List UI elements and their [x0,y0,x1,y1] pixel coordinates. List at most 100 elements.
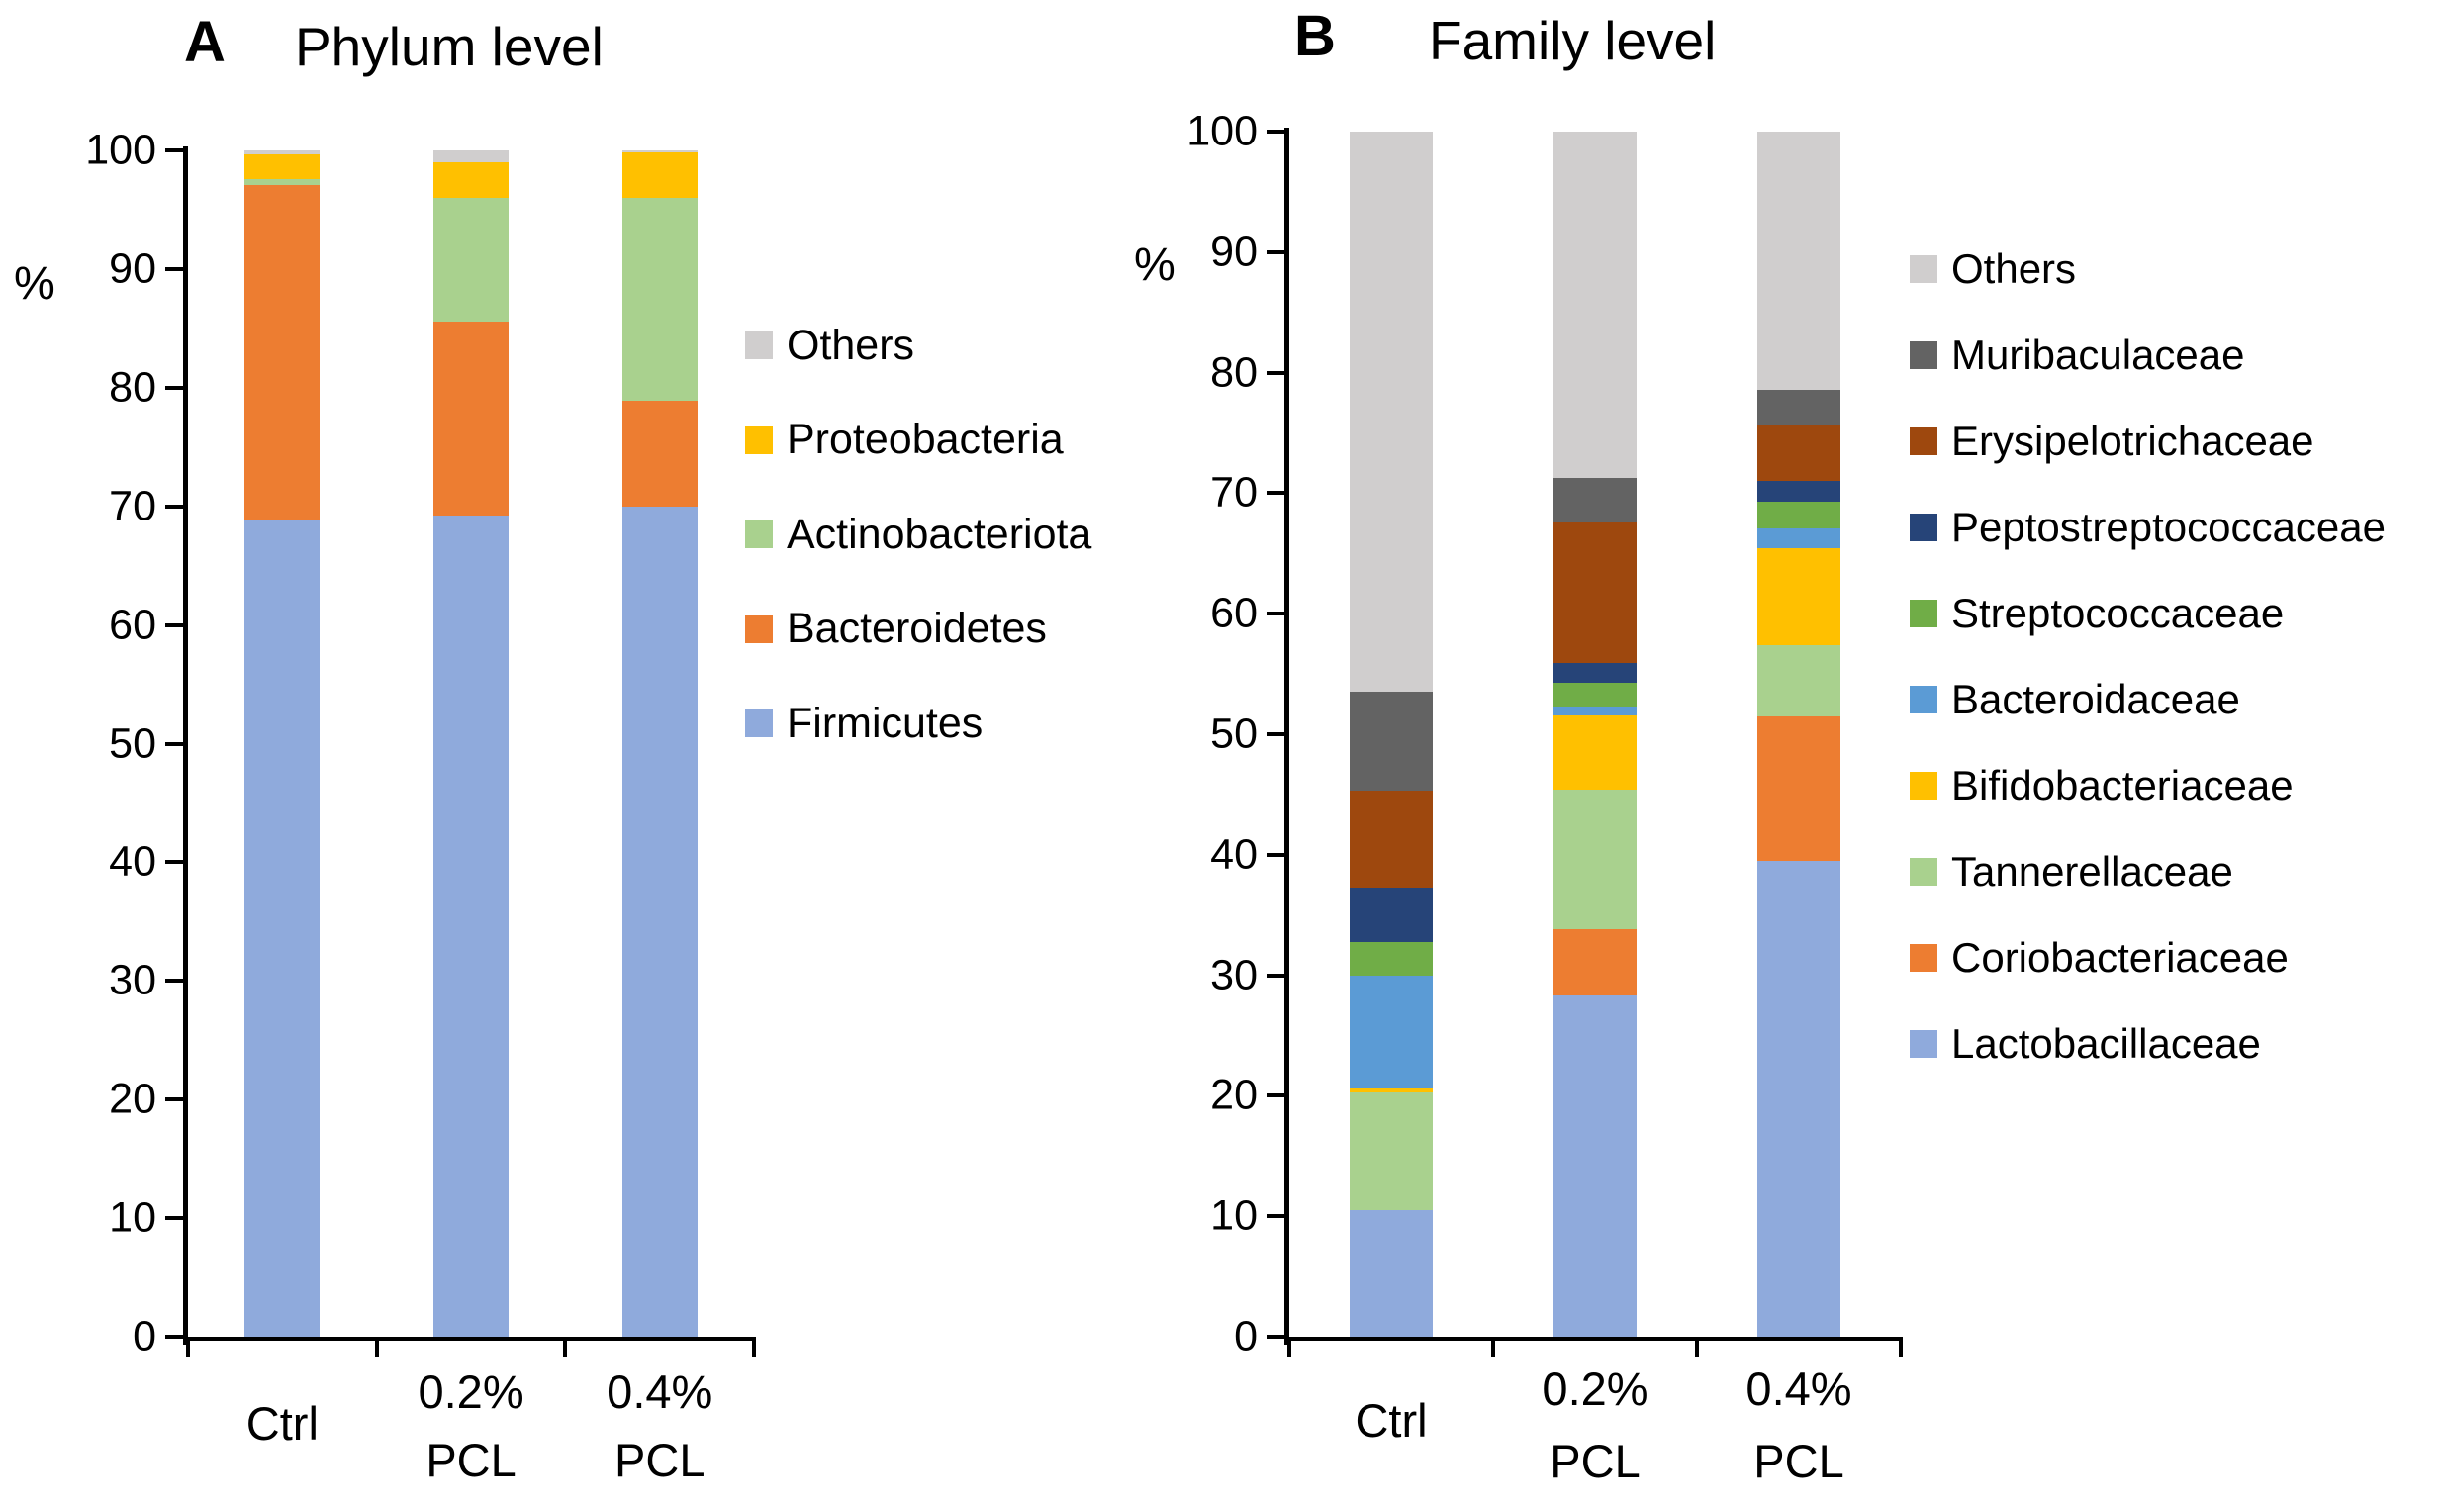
y-axis-tick [1267,612,1284,616]
x-axis-tick [1287,1337,1291,1357]
legend-item-coriobacteriaceae: Coriobacteriaceae [1910,930,2289,986]
legend-item-others: Others [1910,241,2076,297]
legend-item-muribaculaceae: Muribaculaceae [1910,328,2245,383]
bar-segment-bacteroidetes [244,184,321,521]
legend-swatch-icon [745,614,773,643]
x-axis-tick [1491,1337,1495,1357]
legend-swatch-icon [1910,772,1937,800]
bar-segment-actinobacteriota [244,178,321,185]
y-axis-tick-label: 90 [1210,228,1258,276]
bar-segment-bacteroidaceae [1757,527,1840,549]
bar-segment-tannerellaceae [1553,790,1637,930]
legend-label: Tannerellaceae [1951,848,2233,895]
y-axis-tick-label: 70 [1210,468,1258,517]
legend-item-firmicutes: Firmicutes [745,696,983,751]
panel-b-title: Family level [1429,10,1717,71]
y-axis-tick [1267,732,1284,736]
legend-label: Bacteroidetes [787,605,1047,652]
y-axis-tick [165,266,183,271]
bar-segment-streptococcaceae [1757,501,1840,528]
y-axis-tick [165,1216,183,1221]
panel-a-letter: A [184,10,226,74]
bar-segment-streptococcaceae [1553,682,1637,707]
y-axis-tick-label: 100 [1186,107,1258,155]
bar-segment-proteobacteria [244,153,321,179]
bar-segment-proteobacteria [621,152,698,198]
legend-label: Muribaculaceae [1951,331,2245,378]
legend-swatch-icon [1910,514,1937,541]
y-axis-tick-label: 90 [109,244,156,293]
bar-segment-muribaculaceae [1757,389,1840,426]
legend-label: Coriobacteriaceae [1951,934,2289,981]
y-axis-tick [165,504,183,509]
x-category-label: Ctrl [1355,1394,1428,1447]
y-axis-tick [165,622,183,627]
legend-swatch-icon [1910,255,1937,283]
y-axis-tick [1267,1335,1284,1339]
bar-segment-others [1350,132,1433,693]
legend-label: Bacteroidaceae [1951,676,2240,722]
y-axis-tick [1267,852,1284,857]
bar-segment-others [433,150,510,162]
bar-segment-coriobacteriaceae [1757,715,1840,861]
y-axis-tick [1267,249,1284,254]
legend-label: Erysipelotrichaceae [1951,418,2314,464]
bar-segment-lactobacillaceae [1350,1210,1433,1337]
bar-segment-tannerellaceae [1350,1091,1433,1211]
bar-segment-peptostreptococcaceae [1350,887,1433,942]
x-axis-tick [752,1337,757,1357]
y-axis-tick-label: 60 [109,601,156,649]
legend-item-actinobacteriota: Actinobacteriota [745,507,1091,562]
bar-segment-erysipelotrichaceae [1350,791,1433,888]
x-category-label-line2: PCL [1550,1435,1641,1487]
legend-label: Others [1951,245,2077,292]
bar-segment-tannerellaceae [1757,644,1840,716]
panel-a-title: Phylum level [295,16,604,77]
y-axis-tick [165,741,183,746]
legend-swatch-icon [745,709,773,737]
y-axis-tick-label: 100 [85,126,156,174]
legend-item-bacteroidetes: Bacteroidetes [745,602,1047,657]
legend-swatch-icon [1910,686,1937,713]
x-category-label: Ctrl [245,1397,319,1450]
y-axis-tick [165,385,183,390]
bar-segment-peptostreptococcaceae [1553,663,1637,683]
y-axis-tick-label: 20 [109,1075,156,1123]
y-axis-tick-label: 0 [133,1312,156,1361]
panel-a-y-axis-unit: % [14,256,55,309]
y-axis-tick-label: 30 [1210,951,1258,999]
panel-a-y-axis [183,146,188,1345]
y-axis-tick [165,860,183,865]
bar-segment-streptococcaceae [1350,941,1433,976]
legend-swatch-icon [745,331,773,359]
bar-b-ctrl [1350,132,1433,1337]
legend-label: Streptococcaceae [1951,590,2285,636]
legend-swatch-icon [1910,858,1937,886]
legend-label: Firmicutes [787,699,984,747]
y-axis-tick [1267,370,1284,375]
legend-item-tannerellaceae: Tannerellaceae [1910,844,2233,899]
y-axis-tick-label: 50 [109,719,156,767]
legend-label: Actinobacteriota [787,510,1092,558]
legend-swatch-icon [1910,341,1937,369]
bar-segment-firmicutes [244,520,321,1337]
x-category-label-line2: PCL [1753,1435,1844,1487]
y-axis-tick-label: 20 [1210,1071,1258,1119]
y-axis-tick-label: 10 [1210,1191,1258,1240]
y-axis-tick-label: 40 [109,837,156,886]
legend-label: Others [787,321,915,369]
panel-b-letter: B [1294,4,1336,68]
x-category-label-line2: PCL [425,1434,517,1486]
bar-segment-bifidobacteriaceae [1757,548,1840,645]
legend-swatch-icon [1910,1030,1937,1058]
x-category-label-line1: 0.2% [1542,1363,1648,1415]
bar-segment-firmicutes [433,516,510,1337]
bar-segment-coriobacteriaceae [1553,929,1637,996]
y-axis-tick-label: 80 [109,363,156,412]
bar-segment-erysipelotrichaceae [1553,521,1637,664]
legend-item-bacteroidaceae: Bacteroidaceae [1910,672,2240,727]
legend-item-proteobacteria: Proteobacteria [745,413,1064,468]
bar-segment-actinobacteriota [433,197,510,322]
y-axis-tick-label: 60 [1210,589,1258,637]
y-axis-tick [1267,491,1284,496]
